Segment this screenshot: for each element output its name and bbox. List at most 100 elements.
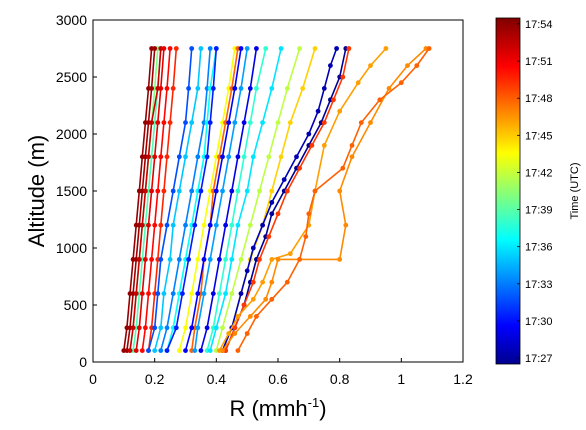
y-tick-label: 1000 [56, 240, 87, 256]
data-point-6-5 [155, 188, 161, 194]
data-point-5-2 [139, 291, 145, 296]
data-point-6-9 [167, 46, 173, 51]
x-tick-label: 0.2 [145, 371, 165, 387]
data-point-22-12 [328, 63, 333, 68]
data-point-15-1 [189, 325, 195, 331]
data-point-15-8 [232, 86, 238, 91]
data-point-13-2 [189, 291, 195, 296]
data-point-12-2 [180, 291, 185, 296]
data-point-12-0 [164, 348, 170, 353]
data-point-27-0 [235, 348, 241, 353]
colorbar-ticks: 17:27 17:30 17:33 17:36 17:39 17:42 17:45 17:48… [517, 19, 553, 365]
data-point-9-0 [152, 348, 158, 353]
data-point-16-6 [226, 154, 232, 160]
data-point-22-10 [315, 108, 321, 114]
data-point-7-5 [161, 188, 167, 194]
series-12 [164, 46, 219, 353]
series-line-24 [224, 48, 350, 351]
data-point-10-4 [183, 222, 188, 228]
data-point-20-8 [284, 86, 290, 91]
data-point-26-6 [337, 257, 343, 262]
data-point-16-3 [207, 257, 213, 262]
data-point-12-3 [186, 257, 192, 262]
data-point-26-2 [247, 314, 253, 319]
data-point-26-4 [269, 279, 275, 285]
data-point-27-6 [303, 234, 309, 240]
data-point-10-5 [189, 188, 195, 194]
data-point-24-4 [257, 257, 262, 262]
x-axis-ticks: 0 0.2 0.4 0.6 0.8 1 1.2 [89, 358, 473, 387]
data-point-5-8 [158, 86, 164, 91]
data-point-4-5 [143, 188, 148, 194]
data-point-27-2 [254, 314, 259, 319]
series-line-11 [166, 48, 218, 351]
data-point-26-12 [405, 63, 410, 68]
series-layer [121, 46, 432, 353]
data-point-17-4 [223, 222, 229, 228]
data-point-19-1 [213, 325, 219, 331]
series-line-25 [218, 47, 387, 351]
data-point-5-4 [146, 222, 151, 228]
data-point-3-8 [149, 86, 155, 91]
data-point-15-6 [220, 154, 225, 160]
colorbar-tick-label: 17:30 [525, 316, 553, 328]
data-point-27-9 [340, 165, 346, 171]
data-point-5-7 [155, 120, 161, 125]
data-point-25-9 [321, 143, 327, 148]
x-axis-label-main: R (mmh [229, 396, 307, 421]
data-point-5-5 [149, 188, 155, 194]
series-5 [133, 46, 167, 353]
data-point-19-0 [207, 348, 213, 353]
y-tick-label: 2000 [56, 126, 87, 142]
data-point-18-2 [217, 291, 222, 296]
data-point-27-4 [284, 279, 290, 285]
data-point-8-0 [146, 348, 151, 353]
data-point-27-12 [377, 97, 383, 103]
data-point-22-11 [321, 86, 327, 91]
data-point-19-2 [223, 291, 229, 296]
data-point-24-8 [297, 165, 302, 171]
data-point-8-8 [186, 86, 192, 91]
data-point-25-12 [368, 63, 373, 68]
data-point-27-11 [358, 120, 364, 125]
x-tick-label: 0.6 [268, 371, 288, 387]
data-point-21-5 [269, 188, 275, 194]
colorbar-tick-label: 17:42 [525, 167, 553, 179]
series-line-8 [147, 48, 193, 351]
y-tick-label: 0 [79, 354, 87, 370]
colorbar-tick-label: 17:27 [525, 353, 553, 365]
x-tick-label: 1 [397, 371, 405, 387]
data-point-15-2 [195, 291, 201, 296]
data-point-5-1 [136, 325, 142, 331]
data-point-10-0 [158, 348, 164, 353]
data-point-9-3 [167, 257, 173, 262]
data-point-25-10 [337, 108, 343, 114]
data-point-25-1 [226, 331, 232, 336]
data-point-24-13 [346, 46, 352, 51]
data-point-4-1 [130, 325, 136, 331]
colorbar-label: Time (UTC) [569, 162, 581, 219]
data-point-16-1 [195, 325, 201, 331]
series-8 [146, 46, 195, 353]
series-20 [213, 46, 302, 353]
data-point-20-3 [238, 257, 244, 262]
data-point-20-9 [297, 46, 302, 51]
data-point-25-13 [383, 46, 389, 51]
data-point-19-5 [244, 188, 250, 194]
data-point-24-7 [284, 188, 290, 194]
data-point-13-4 [201, 222, 207, 228]
data-point-19-9 [278, 46, 284, 51]
data-point-5-0 [133, 348, 139, 353]
data-point-20-6 [266, 154, 272, 160]
data-point-12-8 [210, 86, 216, 91]
data-point-6-4 [152, 222, 158, 228]
data-point-8-4 [164, 222, 170, 228]
series-line-7 [147, 48, 178, 351]
data-point-9-7 [189, 120, 195, 125]
data-point-6-6 [158, 154, 164, 160]
series-24 [223, 46, 352, 353]
data-point-25-2 [235, 314, 241, 319]
data-point-25-5 [269, 257, 275, 262]
series-10 [158, 46, 213, 353]
